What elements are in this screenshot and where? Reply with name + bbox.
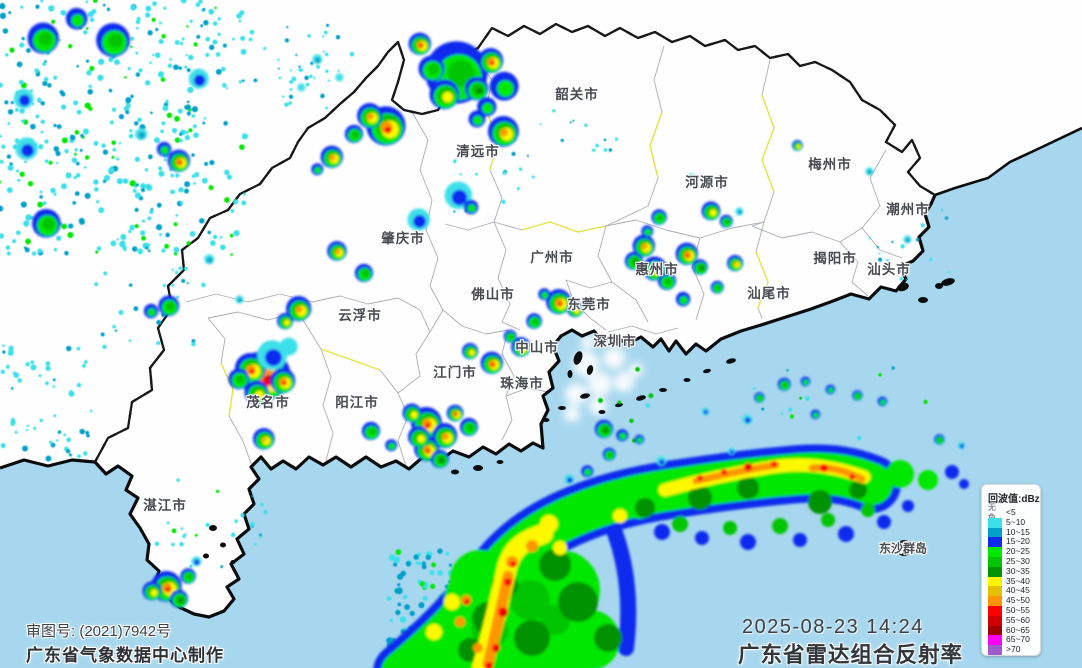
legend-swatch xyxy=(988,556,1002,567)
city-label: 汕尾市 xyxy=(747,286,791,301)
legend-range-label: 45~50 xyxy=(1006,595,1030,606)
legend-range-label: 55~60 xyxy=(1006,614,1030,625)
legend-row: 5~10 xyxy=(988,516,1036,528)
legend-range-label: 65~70 xyxy=(1006,634,1030,645)
legend-row: 20~25 xyxy=(988,546,1036,557)
legend-swatch xyxy=(988,576,1002,587)
city-label: 湛江市 xyxy=(143,498,187,513)
dongsha-island-icon xyxy=(896,540,912,556)
legend-range-label: >70 xyxy=(1006,644,1021,655)
legend-row: 50~55 xyxy=(988,604,1036,616)
legend-swatch xyxy=(988,596,1002,606)
legend-row: 40~45 xyxy=(988,585,1036,597)
legend-row: 30~35 xyxy=(988,565,1036,577)
legend-range-label: 20~25 xyxy=(1006,546,1030,557)
legend-row: 25~30 xyxy=(988,555,1036,567)
legend-swatch xyxy=(988,586,1002,597)
legend-range-label: 5~10 xyxy=(1006,516,1026,527)
legend-range-label: 60~65 xyxy=(1006,624,1030,635)
legend-swatch xyxy=(988,635,1002,646)
producer-credit: 广东省气象数据中心制作 xyxy=(26,646,224,665)
legend-swatch xyxy=(988,645,1002,655)
legend-range-label: 15~20 xyxy=(1006,536,1030,547)
city-label: 汕头市 xyxy=(867,262,911,277)
legend-swatch xyxy=(988,615,1002,626)
legend-row: 65~70 xyxy=(988,634,1036,646)
legend-row: 45~50 xyxy=(988,595,1036,606)
legend-range-label: 35~40 xyxy=(1006,575,1030,586)
city-label: 茂名市 xyxy=(246,395,290,410)
legend-row: 35~40 xyxy=(988,575,1036,587)
city-label: 东莞市 xyxy=(567,297,611,312)
legend-swatch xyxy=(988,527,1002,538)
city-label: 韶关市 xyxy=(555,87,599,102)
islands xyxy=(203,278,955,564)
map-title: 广东省雷达组合反射率 xyxy=(738,643,964,667)
legend-range-label: 40~45 xyxy=(1006,585,1030,596)
city-label: 中山市 xyxy=(515,340,559,355)
city-label: 广州市 xyxy=(530,250,574,265)
sea-area xyxy=(0,128,1082,668)
legend-row: 10~15 xyxy=(988,526,1036,538)
legend-row-nocolor: 无色 <5 xyxy=(988,503,1036,522)
dongsha-island-label: 东沙群岛 xyxy=(878,541,928,556)
radar-storm-layer xyxy=(373,444,969,668)
legend-swatch xyxy=(988,547,1002,557)
legend-range-label: 25~30 xyxy=(1006,555,1030,566)
city-label: 清远市 xyxy=(456,144,500,159)
timestamp-text: 2025-08-23 14:24 xyxy=(742,616,924,638)
city-label: 河源市 xyxy=(685,175,729,190)
city-label: 云浮市 xyxy=(338,308,382,323)
legend-row: 15~20 xyxy=(988,536,1036,548)
legend-swatch xyxy=(988,625,1002,636)
legend-nocolor-label: 无色 xyxy=(988,503,996,522)
yellow-boundary-segments xyxy=(220,94,775,417)
city-label: 肇庆市 xyxy=(381,231,425,246)
legend-range-label: 10~15 xyxy=(1006,526,1030,537)
legend-swatch xyxy=(988,537,1002,548)
legend-title: 回波值:dBz xyxy=(988,494,1040,505)
legend-row: 60~65 xyxy=(988,624,1036,636)
legend-row: >70 xyxy=(988,644,1036,655)
legend-range-label: 30~35 xyxy=(1006,565,1030,576)
legend-range-label: 50~55 xyxy=(1006,604,1030,615)
legend-swatch xyxy=(988,605,1002,616)
legend-swatch xyxy=(988,566,1002,577)
city-label: 珠海市 xyxy=(500,376,544,391)
legend-swatch xyxy=(988,517,1002,528)
city-label: 潮州市 xyxy=(886,202,930,217)
fujian-coastline xyxy=(934,126,1082,197)
city-label: 江门市 xyxy=(433,365,477,380)
legend-row: 55~60 xyxy=(988,614,1036,626)
legend-panel: 回波值:dBz 无色 <5 5~1010~1515~2020~2525~3030… xyxy=(981,484,1041,656)
city-label: 阳江市 xyxy=(335,395,379,410)
city-label: 佛山市 xyxy=(471,287,515,302)
radar-cell-layer xyxy=(13,7,966,609)
city-label: 揭阳市 xyxy=(813,251,857,266)
city-label: 梅州市 xyxy=(808,157,852,172)
map-approval-number: 审图号: (2021)7942号 xyxy=(26,623,172,640)
city-label: 惠州市 xyxy=(635,262,679,277)
city-label: 深圳市 xyxy=(593,334,637,349)
legend-nocolor-value: <5 xyxy=(1006,507,1016,517)
legend-color-rows: 5~10 10~15 15~20 20~25 25~30 30~35 35~40 40~45 4… xyxy=(988,516,1036,655)
